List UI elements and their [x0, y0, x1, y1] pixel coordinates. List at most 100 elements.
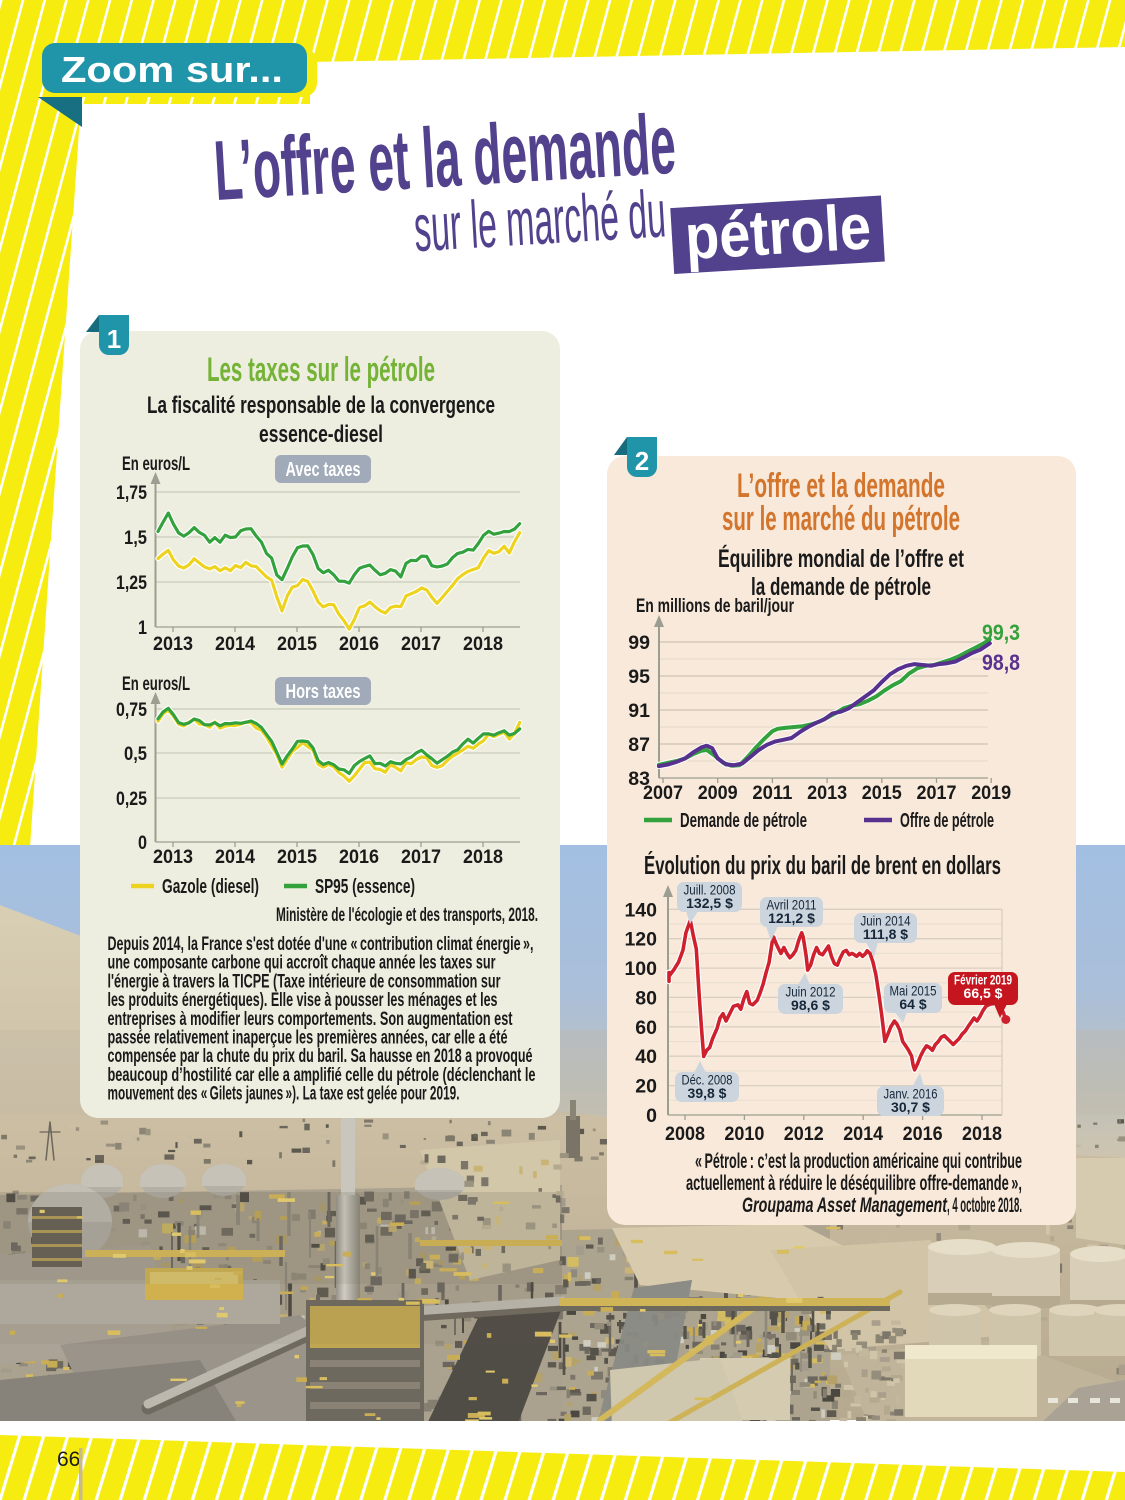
svg-text:Janv. 2016: Janv. 2016 [884, 1087, 938, 1102]
svg-text:Demande de pétrole: Demande de pétrole [680, 810, 807, 832]
svg-text:La fiscalité responsable de la: La fiscalité responsable de la convergen… [147, 392, 495, 419]
svg-text:1,5: 1,5 [124, 528, 147, 549]
svg-text:compensée par la chute du prix: compensée par la chute du prix du baril.… [108, 1046, 533, 1067]
svg-text:2012: 2012 [784, 1123, 824, 1145]
svg-text:mouvement des « Gilets jaunes: mouvement des « Gilets jaunes »). La tax… [108, 1084, 460, 1105]
svg-text:2017: 2017 [401, 847, 441, 868]
svg-text:Ministère de l'écologie et des: Ministère de l'écologie et des transport… [276, 904, 538, 926]
svg-text:140: 140 [624, 899, 657, 921]
svg-text:2018: 2018 [962, 1123, 1002, 1145]
svg-text:2013: 2013 [807, 782, 847, 804]
svg-text:30,7 $: 30,7 $ [891, 1099, 930, 1115]
svg-text:2013: 2013 [153, 634, 193, 655]
svg-text:0: 0 [646, 1105, 657, 1127]
svg-text:la demande de pétrole: la demande de pétrole [751, 573, 931, 601]
svg-text:Avec taxes: Avec taxes [286, 459, 361, 481]
svg-text:Avril 2011: Avril 2011 [767, 898, 817, 913]
svg-text:l'énergie à travers la TICPE (: l'énergie à travers la TICPE (Taxe intér… [108, 971, 501, 992]
svg-text:66,5 $: 66,5 $ [964, 985, 1003, 1001]
svg-text:Équilibre mondial de l’offre e: Équilibre mondial de l’offre et [718, 544, 964, 573]
svg-text:Mai 2015: Mai 2015 [890, 984, 937, 999]
svg-text:En euros/L: En euros/L [122, 454, 190, 475]
svg-text:Groupama Asset Management, 4 o: Groupama Asset Management, 4 octobre 201… [742, 1194, 1022, 1217]
svg-text:Déc. 2008: Déc. 2008 [682, 1073, 733, 1088]
svg-text:« Pétrole : c’est la productio: « Pétrole : c’est la production américai… [695, 1150, 1022, 1173]
svg-text:2014: 2014 [215, 847, 255, 868]
svg-text:64 $: 64 $ [899, 996, 926, 1012]
svg-text:0,25: 0,25 [116, 789, 147, 810]
svg-text:2016: 2016 [339, 847, 379, 868]
svg-text:Zoom sur...: Zoom sur... [61, 49, 283, 90]
svg-text:les produits énergétiques). El: les produits énergétiques). Elle vise à … [108, 990, 498, 1011]
svg-text:Offre de pétrole: Offre de pétrole [900, 810, 994, 832]
svg-text:0,75: 0,75 [116, 700, 147, 721]
svg-text:Juin 2014: Juin 2014 [861, 914, 911, 929]
svg-text:2010: 2010 [724, 1123, 764, 1145]
svg-text:essence-diesel: essence-diesel [259, 421, 383, 448]
svg-text:passée relativement inaperçue: passée relativement inaperçue les premiè… [108, 1028, 508, 1049]
svg-text:Hors taxes: Hors taxes [286, 681, 361, 703]
svg-text:2013: 2013 [153, 847, 193, 868]
svg-text:L’offre et la demande: L’offre et la demande [737, 467, 945, 505]
svg-text:Gazole (diesel): Gazole (diesel) [162, 876, 259, 898]
svg-text:entreprises à modifier leurs c: entreprises à modifier leurs comportemen… [108, 1009, 513, 1030]
svg-text:39,8 $: 39,8 $ [688, 1085, 727, 1101]
svg-text:87: 87 [628, 734, 650, 756]
svg-text:20: 20 [635, 1076, 657, 1098]
svg-text:En euros/L: En euros/L [122, 674, 190, 695]
svg-text:0,5: 0,5 [124, 744, 147, 765]
svg-text:2: 2 [635, 446, 649, 476]
svg-text:100: 100 [624, 958, 657, 980]
svg-text:2016: 2016 [339, 634, 379, 655]
svg-text:SP95 (essence): SP95 (essence) [315, 876, 415, 898]
svg-text:1,75: 1,75 [116, 483, 147, 504]
svg-text:91: 91 [628, 700, 650, 722]
svg-text:121,2 $: 121,2 $ [768, 910, 815, 926]
svg-text:83: 83 [628, 768, 650, 790]
svg-text:66: 66 [57, 1448, 80, 1471]
svg-text:beaucoup d’hostilité car elle: beaucoup d’hostilité car elle a amplifié… [108, 1065, 536, 1086]
svg-text:En millions de baril/jour: En millions de baril/jour [636, 596, 794, 617]
svg-text:actuellement à réduire le désé: actuellement à réduire le déséquilibre o… [686, 1172, 1022, 1195]
svg-text:120: 120 [624, 929, 657, 951]
svg-text:1: 1 [107, 324, 121, 354]
svg-text:1: 1 [138, 618, 147, 639]
svg-text:2019: 2019 [971, 782, 1011, 804]
svg-text:sur le marché du pétrole: sur le marché du pétrole [722, 500, 960, 538]
svg-text:2008: 2008 [665, 1123, 705, 1145]
svg-text:2015: 2015 [862, 782, 902, 804]
svg-text:80: 80 [635, 987, 657, 1009]
svg-text:0: 0 [138, 833, 147, 854]
svg-text:Depuis 2014, la France s'est d: Depuis 2014, la France s'est dotée d'une… [108, 934, 534, 955]
svg-text:60: 60 [635, 1017, 657, 1039]
svg-text:2017: 2017 [401, 634, 441, 655]
svg-text:2009: 2009 [698, 782, 738, 804]
svg-text:Évolution du prix du baril de: Évolution du prix du baril de brent en d… [644, 850, 1001, 880]
svg-text:2016: 2016 [903, 1123, 943, 1145]
svg-text:2007: 2007 [643, 782, 683, 804]
svg-text:95: 95 [628, 666, 650, 688]
svg-text:pétrole: pétrole [683, 190, 873, 273]
svg-text:2014: 2014 [843, 1123, 883, 1145]
svg-text:111,8 $: 111,8 $ [863, 926, 908, 942]
svg-text:2011: 2011 [752, 782, 792, 804]
svg-text:Les taxes sur le pétrole: Les taxes sur le pétrole [207, 351, 435, 389]
svg-text:Juin 2012: Juin 2012 [786, 985, 836, 1000]
svg-text:Juill. 2008: Juill. 2008 [684, 883, 736, 898]
svg-text:2018: 2018 [463, 847, 503, 868]
svg-text:99,3: 99,3 [982, 620, 1020, 645]
svg-text:2018: 2018 [463, 634, 503, 655]
svg-text:1,25: 1,25 [116, 573, 147, 594]
svg-text:40: 40 [635, 1046, 657, 1068]
svg-text:132,5 $: 132,5 $ [686, 895, 733, 911]
svg-text:une composante carbone qui acc: une composante carbone qui accroît chaqu… [108, 953, 496, 974]
svg-text:98,8: 98,8 [982, 650, 1020, 675]
svg-text:2015: 2015 [277, 847, 317, 868]
svg-text:sur le marché du: sur le marché du [412, 176, 668, 266]
svg-text:99: 99 [628, 632, 650, 654]
svg-text:98,6 $: 98,6 $ [791, 997, 830, 1013]
svg-text:2017: 2017 [917, 782, 957, 804]
svg-text:Février 2019: Février 2019 [954, 973, 1012, 988]
svg-text:2015: 2015 [277, 634, 317, 655]
svg-text:2014: 2014 [215, 634, 255, 655]
